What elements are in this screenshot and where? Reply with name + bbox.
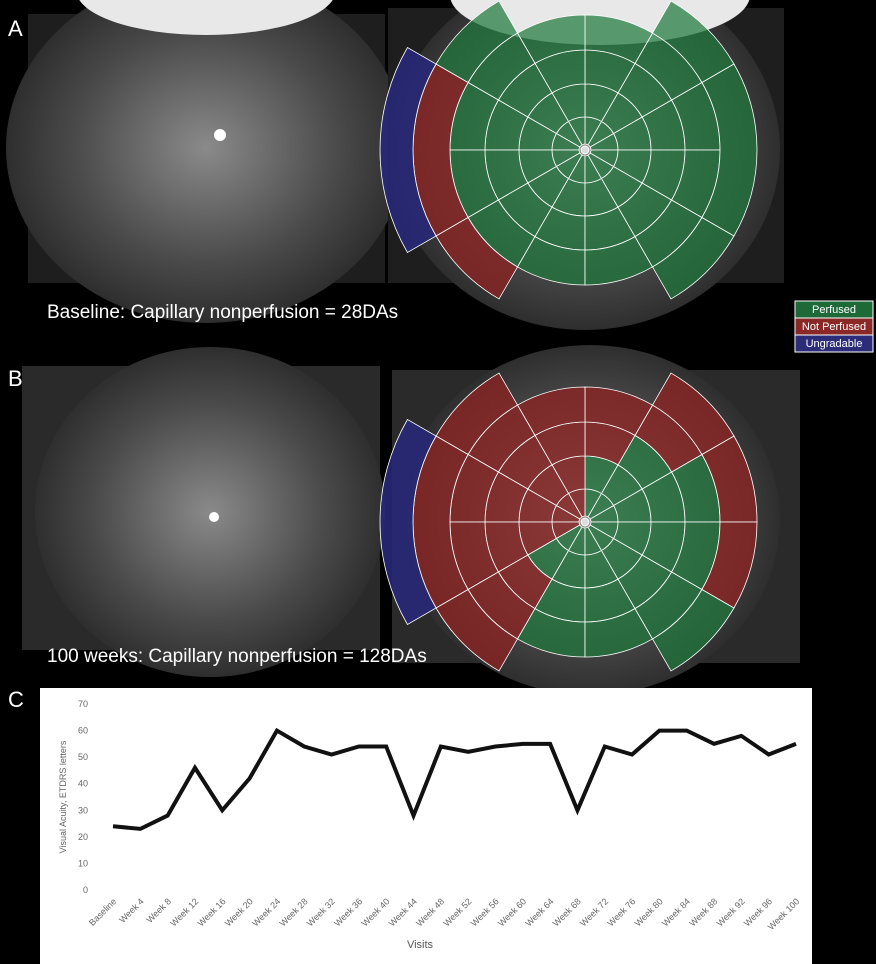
page: A Baseline: Capillary nonperfusion = 28D…	[0, 0, 876, 964]
legend-label: Perfused	[812, 304, 856, 316]
fundus-photo	[35, 347, 385, 677]
optic-disc	[214, 129, 226, 141]
x-axis-label: Visits	[407, 939, 434, 951]
y-tick-label: 70	[78, 699, 88, 709]
caption: Baseline: Capillary nonperfusion = 28DAs	[47, 302, 398, 323]
legend: Perfused Not Perfused Ungradable	[795, 301, 873, 352]
legend-label: Ungradable	[806, 338, 863, 350]
fovea	[581, 146, 589, 154]
panel-label: C	[8, 687, 24, 712]
panel-label: B	[8, 366, 23, 391]
panel-label: A	[8, 16, 23, 41]
optic-disc	[209, 512, 219, 522]
legend-label: Not Perfused	[802, 321, 866, 333]
caption: 100 weeks: Capillary nonperfusion = 128D…	[47, 646, 427, 667]
y-tick-label: 0	[83, 885, 88, 895]
y-tick-label: 10	[78, 858, 88, 868]
y-tick-label: 30	[78, 805, 88, 815]
fovea	[581, 518, 589, 526]
y-tick-label: 50	[78, 752, 88, 762]
y-tick-label: 40	[78, 779, 88, 789]
y-axis-label: Visual Acuity, ETDRS letters	[58, 740, 68, 853]
figure: A Baseline: Capillary nonperfusion = 28D…	[0, 0, 876, 964]
y-tick-label: 60	[78, 726, 88, 736]
y-tick-label: 20	[78, 832, 88, 842]
